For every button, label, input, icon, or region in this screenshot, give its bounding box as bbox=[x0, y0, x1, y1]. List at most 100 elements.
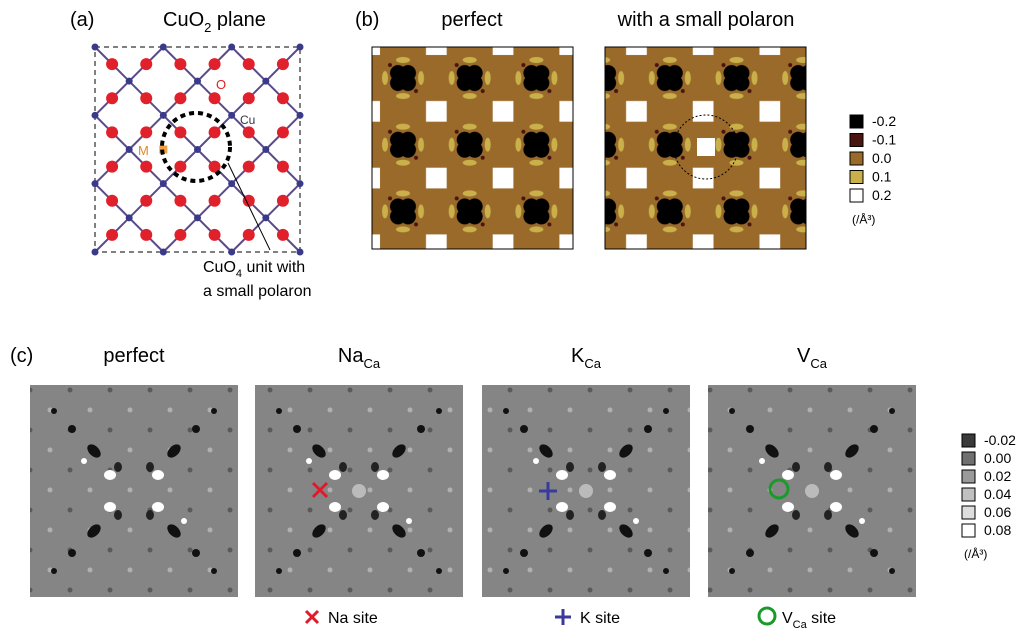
site-label: VCa site bbox=[782, 610, 836, 631]
defect-spot bbox=[805, 484, 819, 498]
o-atom bbox=[277, 161, 289, 173]
legend-label: 0.08 bbox=[984, 522, 1011, 538]
legend-swatch bbox=[962, 452, 975, 465]
defect-spot bbox=[352, 484, 366, 498]
cu-atom bbox=[228, 112, 235, 119]
legend: -0.020.000.020.040.060.08(/Å³) bbox=[962, 432, 1016, 561]
panel-title: with a small polaron bbox=[617, 9, 795, 31]
defect-spot bbox=[579, 484, 593, 498]
title-main: K bbox=[571, 345, 585, 367]
title-sub: Ca bbox=[810, 356, 827, 371]
panel-title: perfect bbox=[441, 9, 503, 31]
o-atom bbox=[140, 92, 152, 104]
o-atom bbox=[106, 58, 118, 70]
cu-atom bbox=[160, 180, 167, 187]
o-atom bbox=[140, 58, 152, 70]
cu-atom bbox=[126, 78, 133, 85]
o-atom bbox=[277, 229, 289, 241]
legend-swatch bbox=[850, 115, 863, 128]
o-atom bbox=[106, 195, 118, 207]
o-atom bbox=[243, 92, 255, 104]
o-atom bbox=[209, 92, 221, 104]
note: a small polaron bbox=[203, 283, 312, 300]
o-atom bbox=[174, 58, 186, 70]
o-atom bbox=[209, 229, 221, 241]
o-atom bbox=[106, 161, 118, 173]
panel-title: perfect bbox=[103, 345, 165, 367]
panel-title: CuO2 plane bbox=[163, 9, 266, 35]
title-sub: Ca bbox=[363, 356, 380, 371]
atom-label: O bbox=[216, 77, 226, 92]
cu-atom bbox=[297, 44, 304, 51]
o-atom bbox=[174, 161, 186, 173]
cu-atom bbox=[194, 146, 201, 153]
legend-swatch bbox=[850, 134, 863, 147]
cu-atom bbox=[92, 44, 99, 51]
title-main: perfect bbox=[103, 345, 165, 367]
cu-atom bbox=[262, 78, 269, 85]
panel-title: KCa bbox=[571, 345, 602, 371]
na-marker bbox=[306, 611, 318, 623]
o-atom bbox=[243, 161, 255, 173]
legend-label: 0.04 bbox=[984, 486, 1011, 502]
o-atom bbox=[243, 229, 255, 241]
legend-swatch bbox=[962, 506, 975, 519]
cu-atom bbox=[228, 44, 235, 51]
legend-label: 0.1 bbox=[872, 169, 892, 185]
cu-atom bbox=[194, 214, 201, 221]
legend-swatch bbox=[962, 434, 975, 447]
legend-label: 0.0 bbox=[872, 150, 892, 166]
cu-atom bbox=[92, 112, 99, 119]
site-label: K site bbox=[580, 610, 620, 627]
panel-label: (b) bbox=[355, 9, 379, 31]
o-atom bbox=[140, 126, 152, 138]
cu-atom bbox=[92, 180, 99, 187]
legend-label: -0.2 bbox=[872, 113, 896, 129]
figure: (a) CuO2 plane O Cu M CuO4 unit with a s… bbox=[0, 0, 1032, 632]
o-atom bbox=[243, 126, 255, 138]
o-atom bbox=[106, 229, 118, 241]
panel-label: (c) bbox=[10, 345, 33, 367]
title-main: Na bbox=[338, 345, 364, 367]
o-atom bbox=[277, 58, 289, 70]
polaron-spot bbox=[697, 138, 715, 156]
legend-unit: (/Å³) bbox=[852, 212, 875, 227]
o-atom bbox=[277, 126, 289, 138]
o-atom bbox=[209, 58, 221, 70]
o-atom bbox=[140, 229, 152, 241]
o-atom bbox=[174, 229, 186, 241]
cu-atom bbox=[262, 214, 269, 221]
k-marker bbox=[555, 609, 571, 625]
title-main: V bbox=[797, 345, 811, 367]
o-atom bbox=[140, 195, 152, 207]
cu-atom bbox=[160, 249, 167, 256]
cu-atom bbox=[92, 249, 99, 256]
panel-title: NaCa bbox=[338, 345, 381, 371]
site-label: Na site bbox=[328, 610, 378, 627]
o-atom bbox=[277, 195, 289, 207]
o-atom bbox=[140, 161, 152, 173]
o-atom bbox=[174, 92, 186, 104]
legend-swatch bbox=[850, 171, 863, 184]
legend-label: 0.2 bbox=[872, 187, 892, 203]
cu-atom bbox=[228, 180, 235, 187]
panel-title: VCa bbox=[797, 345, 828, 371]
o-atom bbox=[174, 126, 186, 138]
o-atom bbox=[277, 92, 289, 104]
v-marker bbox=[759, 608, 775, 624]
title-sub: Ca bbox=[584, 356, 601, 371]
cu-atom bbox=[297, 249, 304, 256]
legend-swatch bbox=[962, 470, 975, 483]
note: CuO4 unit with bbox=[203, 259, 305, 280]
cu-atom bbox=[126, 146, 133, 153]
legend-swatch bbox=[850, 152, 863, 165]
o-atom bbox=[106, 92, 118, 104]
legend-label: 0.00 bbox=[984, 450, 1011, 466]
density-map bbox=[30, 385, 238, 597]
cu-atom bbox=[262, 146, 269, 153]
cu-atom bbox=[228, 249, 235, 256]
legend: -0.2-0.10.00.10.2(/Å³) bbox=[850, 113, 896, 227]
legend-label: -0.02 bbox=[984, 432, 1016, 448]
o-atom bbox=[106, 126, 118, 138]
